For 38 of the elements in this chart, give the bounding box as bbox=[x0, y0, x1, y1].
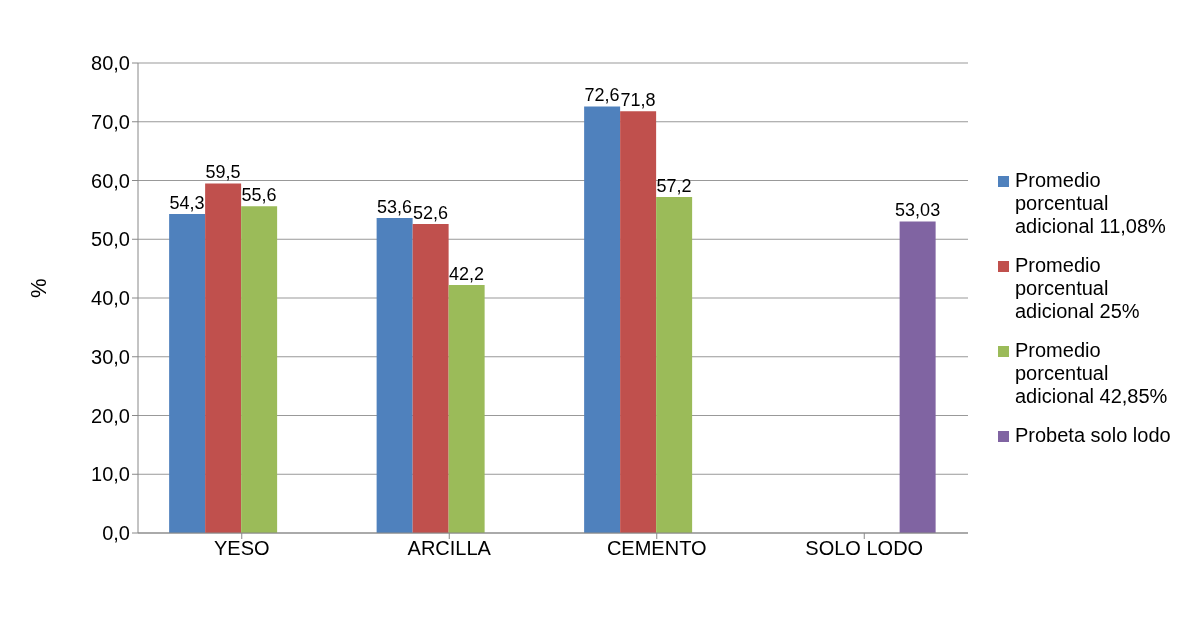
y-tick-label: 20,0 bbox=[91, 404, 130, 427]
x-tick-label: ARCILLA bbox=[407, 537, 492, 560]
data-label: 53,6 bbox=[377, 197, 413, 218]
data-label: 52,6 bbox=[413, 202, 449, 223]
data-label: 55,6 bbox=[241, 185, 277, 206]
bar bbox=[656, 196, 693, 533]
data-label: 71,8 bbox=[620, 90, 656, 111]
legend-label: Promedio porcentual adicional 42,85% bbox=[1015, 339, 1169, 408]
bar bbox=[620, 111, 657, 533]
x-tick-label: SOLO LODO bbox=[805, 537, 924, 560]
y-tick-label: 30,0 bbox=[91, 345, 130, 368]
y-tick-label: 70,0 bbox=[91, 110, 130, 133]
y-axis-title: % bbox=[25, 278, 51, 298]
data-label: 57,2 bbox=[656, 175, 692, 196]
legend-label: Promedio porcentual adicional 11,08% bbox=[1015, 169, 1167, 238]
y-tick-label: 80,0 bbox=[91, 52, 130, 75]
bar bbox=[584, 106, 621, 533]
x-tick-label: CEMENTO bbox=[606, 537, 707, 560]
bar bbox=[376, 218, 413, 533]
bar bbox=[448, 285, 485, 533]
bar bbox=[412, 223, 449, 533]
data-label: 53,03 bbox=[895, 200, 941, 221]
bar bbox=[169, 213, 206, 533]
y-tick-label: 10,0 bbox=[91, 463, 130, 486]
x-tick-label: YESO bbox=[213, 537, 270, 560]
bar bbox=[241, 206, 278, 533]
y-tick-label: 50,0 bbox=[91, 228, 130, 251]
legend-label: Promedio porcentual adicional 25% bbox=[1015, 254, 1141, 323]
y-tick-label: 40,0 bbox=[91, 287, 130, 310]
y-tick-label: 60,0 bbox=[91, 169, 130, 192]
data-label: 59,5 bbox=[205, 162, 241, 183]
data-label: 54,3 bbox=[169, 192, 205, 213]
bar bbox=[899, 221, 936, 533]
data-label: 42,2 bbox=[449, 264, 485, 285]
y-tick-label: 0,0 bbox=[102, 522, 130, 545]
bar bbox=[205, 183, 242, 533]
data-label: 72,6 bbox=[584, 85, 620, 106]
legend-label: Probeta solo lodo bbox=[1015, 424, 1171, 447]
